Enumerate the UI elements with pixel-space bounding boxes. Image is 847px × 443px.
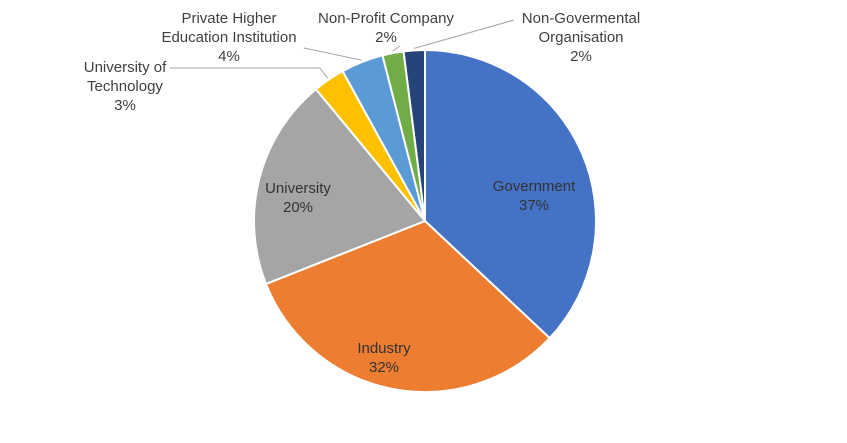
leader-nonprofit <box>392 45 401 52</box>
label-private-line1: Private Higher <box>181 10 276 27</box>
label-government-pct: 37% <box>519 197 549 214</box>
leader-private <box>303 47 362 61</box>
label-ngo-line1: Non-Govermental <box>522 10 640 27</box>
leader-ngo <box>414 19 515 49</box>
label-nonprofit-line1: Non-Profit Company <box>318 10 454 27</box>
label-ngo-line2: Organisation <box>538 29 623 46</box>
label-private-pct: 4% <box>218 48 240 65</box>
leader-lines <box>170 19 515 79</box>
pie-slice-university <box>253 87 427 286</box>
pie-slice-industry <box>264 219 552 394</box>
label-government-name: Government <box>493 178 576 195</box>
pie-slice-government <box>424 48 598 340</box>
label-university-name: University <box>265 180 331 197</box>
pie-slice-non-govermental-organisation <box>402 48 426 222</box>
label-university-pct: 20% <box>283 199 313 216</box>
leader-uot <box>170 67 329 79</box>
label-private-line2: Education Institution <box>161 29 296 46</box>
label-uot-line1: University of <box>84 59 167 76</box>
label-industry-pct: 32% <box>369 359 399 376</box>
pie-slices <box>253 48 598 394</box>
label-industry-name: Industry <box>357 340 411 357</box>
label-ngo-pct: 2% <box>570 48 592 65</box>
label-nonprofit-pct: 2% <box>375 29 397 46</box>
label-uot-line2: Technology <box>87 78 163 95</box>
label-uot-pct: 3% <box>114 97 136 114</box>
